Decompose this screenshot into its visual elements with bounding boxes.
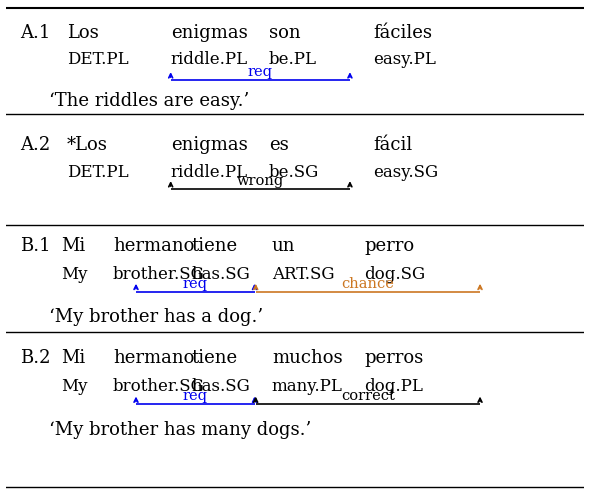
Text: My: My (61, 266, 87, 284)
Text: My: My (61, 378, 87, 395)
Text: chance: chance (342, 277, 394, 290)
Text: DET.PL: DET.PL (67, 51, 128, 68)
Text: es: es (269, 136, 289, 154)
Text: fáciles: fáciles (373, 24, 432, 42)
Text: Mi: Mi (61, 237, 85, 255)
Text: riddle.PL: riddle.PL (171, 51, 248, 68)
Text: son: son (269, 24, 301, 42)
Text: perros: perros (365, 349, 424, 367)
Text: dog.PL: dog.PL (365, 378, 423, 395)
Text: DET.PL: DET.PL (67, 164, 128, 181)
Text: dog.SG: dog.SG (365, 266, 425, 284)
Text: B.1: B.1 (20, 237, 51, 255)
Text: correct: correct (341, 389, 395, 404)
Text: wrong: wrong (237, 174, 284, 188)
Text: req: req (183, 277, 208, 290)
Text: ART.SG: ART.SG (272, 266, 335, 284)
Text: enigmas: enigmas (171, 24, 247, 42)
Text: A.2: A.2 (20, 136, 51, 154)
Text: muchos: muchos (272, 349, 343, 367)
Text: req: req (248, 65, 273, 79)
Text: ‘My brother has many dogs.’: ‘My brother has many dogs.’ (50, 421, 312, 439)
Text: hermano: hermano (113, 237, 194, 255)
Text: be.SG: be.SG (269, 164, 319, 181)
Text: Mi: Mi (61, 349, 85, 367)
Text: *Los: *Los (67, 136, 107, 154)
Text: enigmas: enigmas (171, 136, 247, 154)
Text: tiene: tiene (191, 349, 237, 367)
Text: ‘The riddles are easy.’: ‘The riddles are easy.’ (50, 92, 250, 110)
Text: has.SG: has.SG (191, 378, 250, 395)
Text: Los: Los (67, 24, 99, 42)
Text: riddle.PL: riddle.PL (171, 164, 248, 181)
Text: fácil: fácil (373, 136, 412, 154)
Text: tiene: tiene (191, 237, 237, 255)
Text: brother.SG: brother.SG (113, 378, 205, 395)
Text: req: req (183, 389, 208, 404)
Text: ‘My brother has a dog.’: ‘My brother has a dog.’ (50, 307, 264, 326)
Text: easy.SG: easy.SG (373, 164, 438, 181)
Text: un: un (272, 237, 296, 255)
Text: A.1: A.1 (20, 24, 51, 42)
Text: perro: perro (365, 237, 415, 255)
Text: be.PL: be.PL (269, 51, 317, 68)
Text: has.SG: has.SG (191, 266, 250, 284)
Text: easy.PL: easy.PL (373, 51, 436, 68)
Text: brother.SG: brother.SG (113, 266, 205, 284)
Text: hermano: hermano (113, 349, 194, 367)
Text: B.2: B.2 (20, 349, 51, 367)
Text: many.PL: many.PL (272, 378, 343, 395)
